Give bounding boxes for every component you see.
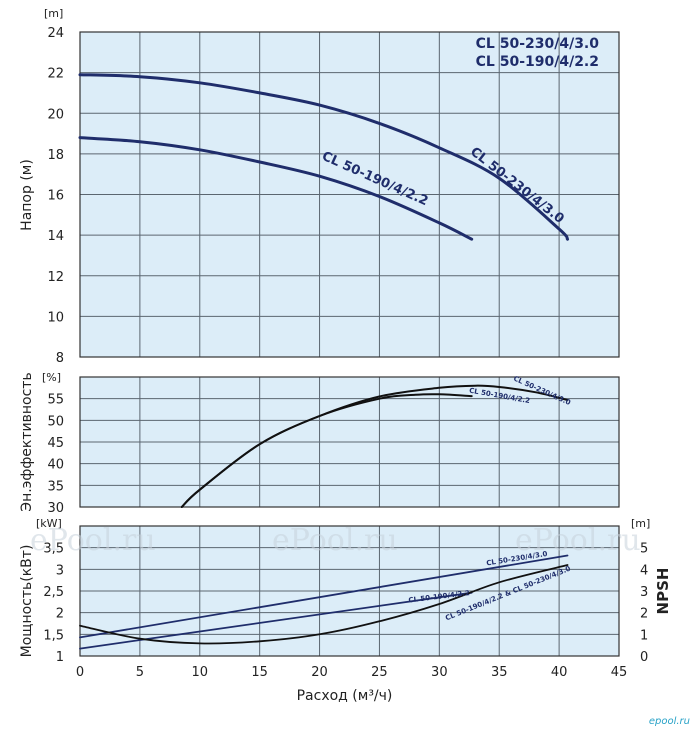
y-tick-label: 14 (47, 229, 64, 244)
y-tick-label: 1 (56, 650, 64, 665)
y-tick-label: 24 (47, 26, 64, 41)
y-unit-power: [kW] (36, 517, 62, 530)
y-tick-label: 10 (47, 310, 64, 325)
y-tick-label: 18 (47, 148, 64, 163)
x-axis-title: Расход (м³/ч) (297, 688, 393, 704)
y-tick-label: 2 (56, 607, 64, 622)
y-axis-title-head: Напор (м) (19, 159, 35, 231)
head-curve-1 (78, 73, 569, 241)
y-tick-label: 40 (47, 458, 64, 473)
x-tick-label: 25 (371, 665, 388, 680)
watermark-text: ePool.ru (30, 523, 156, 558)
x-tick-label: 0 (76, 665, 84, 680)
y2-tick-label: 0 (640, 650, 648, 665)
watermark-text: ePool.ru (515, 523, 641, 558)
power-line-1 (79, 554, 569, 639)
y-axis-title-efficiency: Эн.эффективность (19, 372, 35, 511)
head-curve-2 (78, 136, 474, 241)
y2-tick-label: 3 (640, 585, 648, 600)
y-unit-efficiency: [%] (42, 371, 61, 384)
x-tick-label: 30 (431, 665, 448, 680)
y-tick-label: 50 (47, 414, 64, 429)
y2-tick-label: 5 (640, 542, 648, 557)
brand-logo: epool.ru (649, 716, 690, 727)
y-tick-label: 22 (47, 67, 64, 82)
y-tick-label: 55 (47, 393, 64, 408)
x-tick-label: 40 (551, 665, 568, 680)
plot-frame-3 (79, 525, 620, 657)
y-tick-label: 45 (47, 436, 64, 451)
plot-frame-2 (79, 376, 620, 508)
x-tick-label: 35 (491, 665, 508, 680)
y2-unit-npsh: [m] (631, 517, 650, 530)
y-tick-label: 8 (56, 351, 64, 366)
y-tick-label: 30 (47, 501, 64, 516)
y-tick-label: 3,5 (43, 542, 64, 557)
y-tick-label: 16 (47, 189, 64, 204)
y-tick-label: 1,5 (43, 628, 64, 643)
y-axis-title-power: Мощность(кВт) (19, 545, 35, 658)
x-tick-label: 10 (192, 665, 209, 680)
x-tick-label: 5 (136, 665, 144, 680)
npsh-curve (79, 564, 569, 645)
y-unit-head: [m] (44, 7, 63, 20)
y2-tick-label: 1 (640, 628, 648, 643)
efficiency-curve-2 (180, 393, 473, 508)
y-tick-label: 20 (47, 107, 64, 122)
y-tick-label: 3 (56, 563, 64, 578)
plot-frame-1 (79, 31, 620, 358)
x-tick-label: 15 (251, 665, 268, 680)
legend-entry: CL 50-230/4/3.0 (476, 36, 600, 52)
y-tick-label: 2,5 (43, 585, 64, 600)
x-tick-label: 20 (311, 665, 328, 680)
y2-tick-label: 4 (640, 563, 648, 578)
chart-panels (78, 31, 620, 657)
y-tick-label: 12 (47, 270, 64, 285)
y-tick-label: 35 (47, 479, 64, 494)
y2-tick-label: 2 (640, 607, 648, 622)
y2-axis-title-npsh: NPSH (654, 568, 672, 615)
watermark-text: ePool.ru (272, 523, 398, 558)
chart-labels: 8101214161820222430354045505511,522,533,… (19, 7, 690, 727)
x-tick-label: 45 (611, 665, 628, 680)
legend-entry: CL 50-190/4/2.2 (476, 54, 599, 70)
